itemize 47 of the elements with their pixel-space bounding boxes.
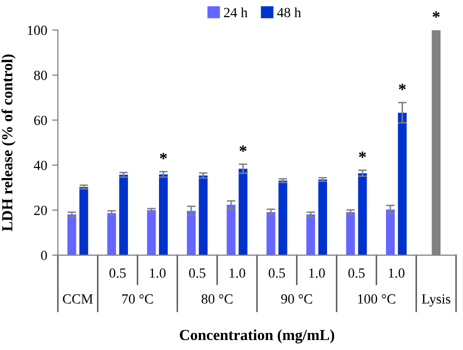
bar (398, 112, 407, 256)
y-tick-label: 80 (34, 70, 47, 80)
bar (119, 174, 128, 256)
y-tick-label: 40 (34, 160, 47, 170)
x-tick-label: 0.5 (109, 268, 126, 278)
x-tick-label: 1.0 (150, 268, 166, 278)
x-tick-label: 1.0 (309, 268, 325, 278)
bar (238, 168, 248, 256)
data-label: * (359, 152, 366, 158)
bar (159, 174, 168, 256)
x-tick-label: 1.0 (230, 268, 246, 278)
text: 90 °C (281, 294, 312, 304)
bar (147, 210, 156, 256)
y-tick-label: 0 (41, 250, 47, 260)
bar (67, 214, 76, 256)
y-tick-label: 100 (28, 26, 47, 36)
data-label: * (160, 152, 167, 160)
data-label: * (240, 146, 247, 152)
x-tick-label: 0.5 (348, 268, 365, 278)
x-tick-label: 1.0 (388, 268, 404, 278)
bar (79, 186, 88, 256)
bar (358, 173, 367, 256)
bar (186, 210, 196, 256)
legend-label: 24 h (224, 7, 248, 18)
text: CCM (62, 294, 93, 304)
bar (198, 175, 208, 256)
y-tick-label: 20 (34, 206, 47, 216)
y-tick-label: 60 (34, 116, 47, 126)
x-tick-label: 0.5 (189, 268, 206, 278)
bar (386, 209, 395, 256)
text: 100 °C (358, 294, 396, 304)
bar (306, 214, 316, 256)
data-label: * (398, 84, 406, 90)
bar (346, 212, 355, 256)
text: 70 °C (122, 294, 153, 304)
bar (107, 213, 116, 256)
bar (226, 204, 236, 256)
x-axis-title: Concentration (mg/mL) (180, 329, 334, 344)
text: Lysis (422, 294, 450, 306)
bar (318, 180, 328, 256)
bar (266, 212, 276, 256)
data-label: * (432, 11, 440, 18)
y-axis-title: LDH release (% of control) (2, 54, 16, 232)
bar (278, 180, 288, 256)
legend-label: 48 h (277, 7, 301, 18)
x-tick-label: 0.5 (268, 268, 286, 278)
text: 80 °C (202, 294, 232, 304)
